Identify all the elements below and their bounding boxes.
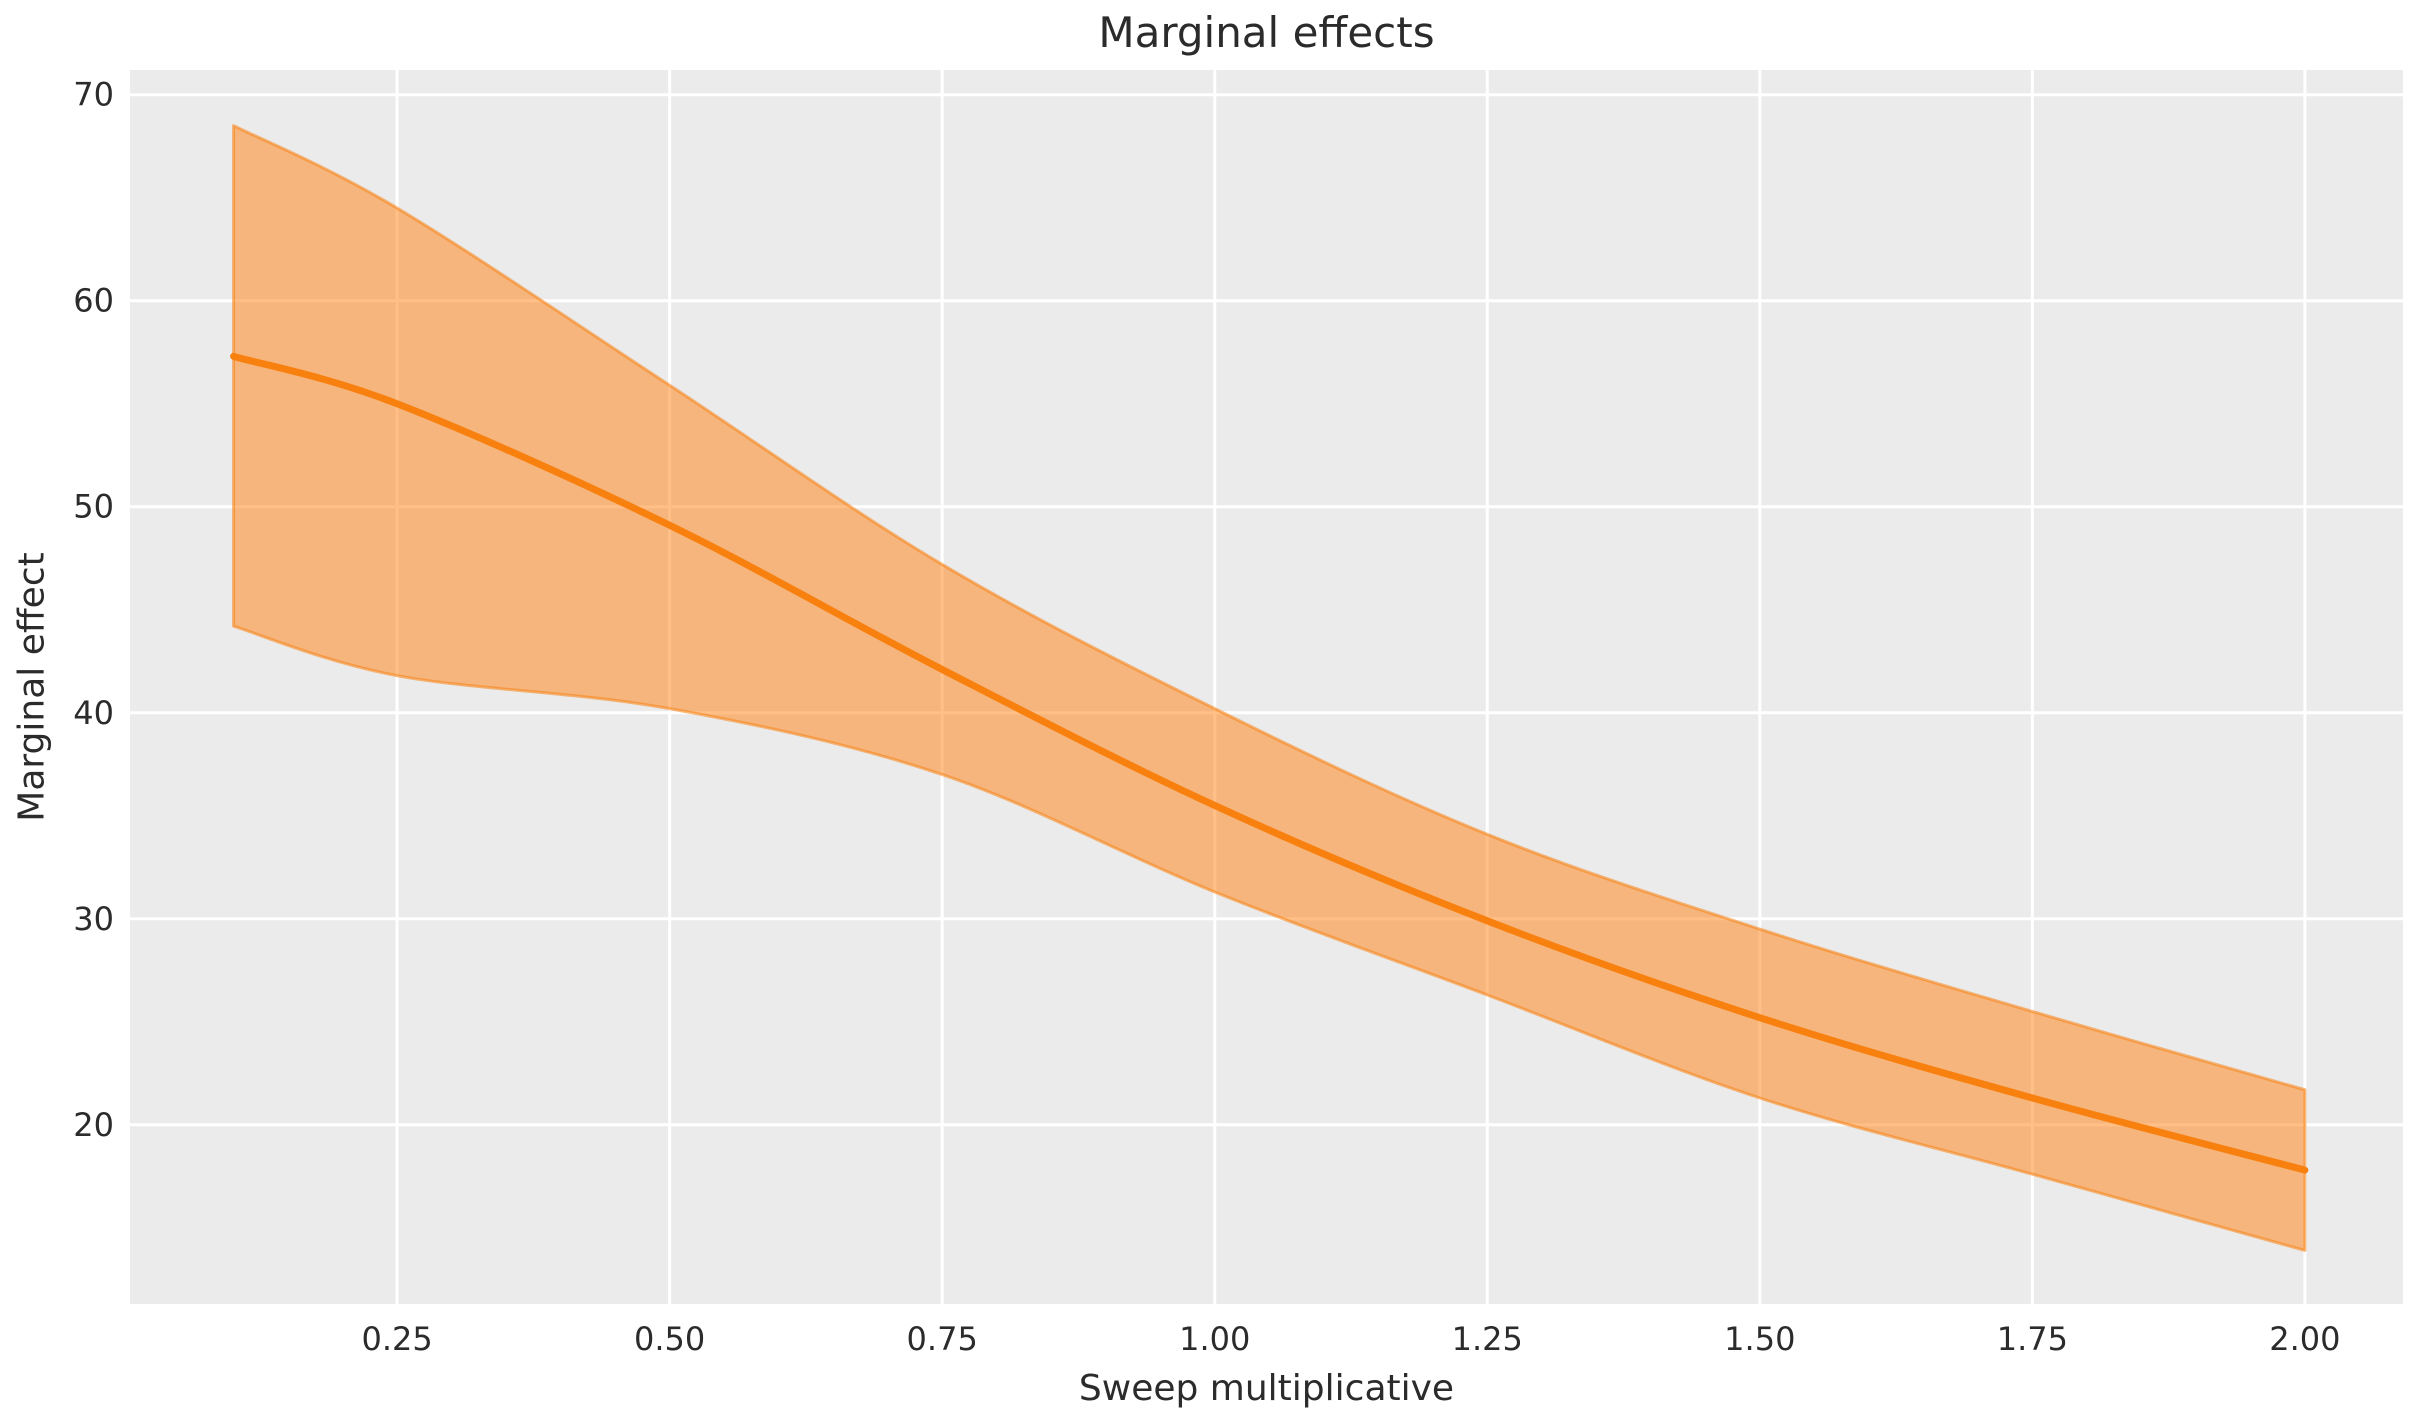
x-tick-label: 1.75 [1997,1320,2068,1358]
y-tick-label: 70 [73,76,114,114]
mean-line [230,352,2309,1174]
y-tick-label: 50 [73,488,114,526]
y-tick-label: 20 [73,1106,114,1144]
x-tick-label: 0.50 [634,1320,705,1358]
y-tick-label: 40 [73,694,114,732]
confidence-band [232,124,2307,1252]
chart-title: Marginal effects [1098,8,1435,57]
x-tick-label: 1.00 [1179,1320,1250,1358]
y-tick-label: 30 [73,900,114,938]
x-axis-label: Sweep multiplicative [1078,1368,1455,1409]
x-tick-label: 2.00 [2269,1320,2340,1358]
y-tick-label: 60 [73,282,114,320]
x-tick-label: 0.25 [361,1320,432,1358]
x-tick-label: 1.50 [1724,1320,1795,1358]
x-tick-label: 0.75 [907,1320,978,1358]
x-tick-label: 1.25 [1452,1320,1523,1358]
y-axis-label: Marginal effect [11,552,53,822]
